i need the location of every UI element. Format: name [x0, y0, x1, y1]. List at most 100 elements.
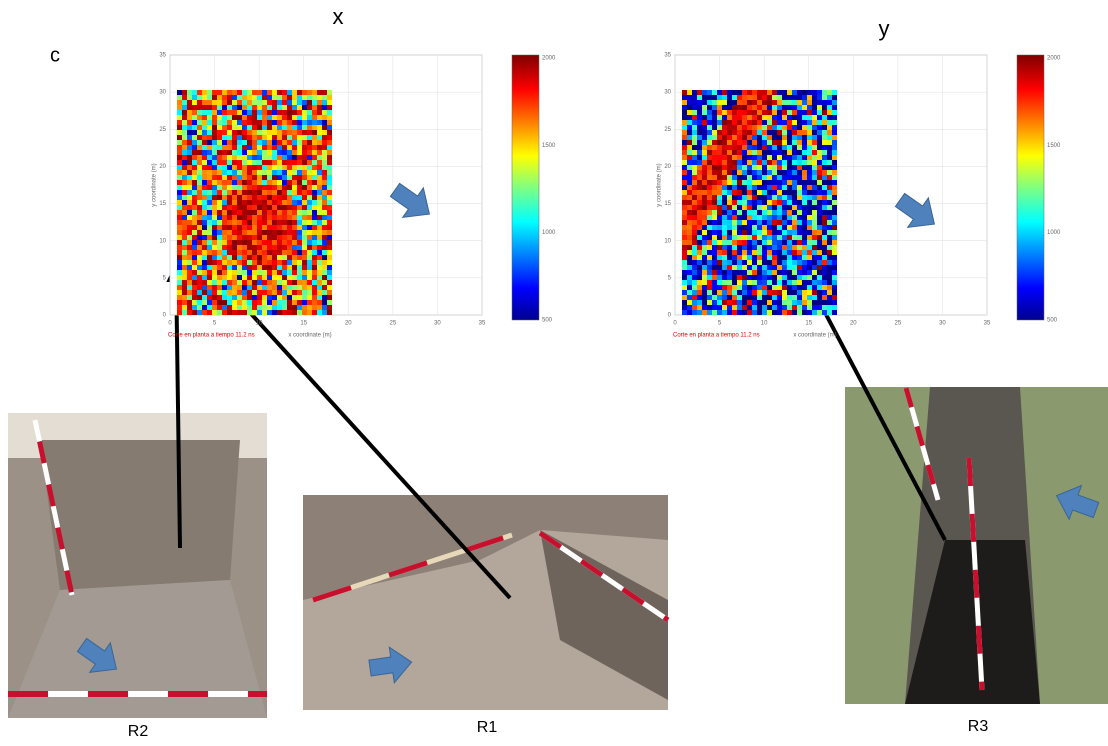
heatmap-cell	[787, 225, 792, 230]
heatmap-cell	[177, 175, 182, 180]
heatmap-cell	[252, 295, 257, 300]
heatmap-cell	[222, 135, 227, 140]
heatmap-cell	[212, 100, 217, 105]
heatmap-cell	[327, 140, 332, 145]
heatmap-cell	[727, 270, 732, 275]
heatmap-cell	[817, 90, 822, 95]
heatmap-cell	[797, 150, 802, 155]
heatmap-cell	[762, 275, 767, 280]
heatmap-cell	[242, 180, 247, 185]
heatmap-cell	[692, 205, 697, 210]
heatmap-cell	[217, 105, 222, 110]
heatmap-cell	[277, 205, 282, 210]
heatmap-cell	[207, 175, 212, 180]
heatmap-cell	[732, 140, 737, 145]
heatmap-cell	[817, 115, 822, 120]
heatmap-cell	[782, 185, 787, 190]
heatmap-cell	[732, 285, 737, 290]
heatmap-cell	[812, 120, 817, 125]
heatmap-cell	[192, 175, 197, 180]
heatmap-cell	[242, 280, 247, 285]
heatmap-cell	[697, 135, 702, 140]
heatmap-cell	[702, 235, 707, 240]
heatmap-cell	[247, 280, 252, 285]
heatmap-cell	[317, 190, 322, 195]
heatmap-cell	[182, 305, 187, 310]
heatmap-cell	[257, 130, 262, 135]
y-tick-label: 20	[664, 164, 671, 170]
heatmap-cell	[712, 95, 717, 100]
heatmap-cell	[717, 295, 722, 300]
heatmap-cell	[322, 310, 327, 315]
heatmap-cell	[782, 95, 787, 100]
heatmap-cell	[702, 225, 707, 230]
heatmap-cell	[792, 205, 797, 210]
heatmap-cell	[777, 220, 782, 225]
heatmap-cell	[737, 210, 742, 215]
heatmap-cell	[247, 140, 252, 145]
heatmap-cell	[187, 90, 192, 95]
heatmap-cell	[697, 270, 702, 275]
heatmap-cell	[757, 105, 762, 110]
heatmap-cell	[287, 305, 292, 310]
heatmap-cell	[207, 135, 212, 140]
heatmap-cell	[287, 270, 292, 275]
heatmap-cell	[682, 145, 687, 150]
heatmap-cell	[222, 140, 227, 145]
heatmap-cell	[292, 125, 297, 130]
heatmap-cell	[707, 90, 712, 95]
heatmap-cell	[752, 135, 757, 140]
heatmap-cell	[227, 140, 232, 145]
heatmap-cell	[232, 160, 237, 165]
heatmap-cell	[302, 140, 307, 145]
heatmap-cell	[217, 170, 222, 175]
heatmap-cell	[752, 140, 757, 145]
heatmap-cell	[207, 180, 212, 185]
heatmap-cell	[267, 205, 272, 210]
heatmap-cell	[787, 240, 792, 245]
y-tick-label: 5	[163, 275, 167, 281]
heatmap-cell	[777, 295, 782, 300]
panel-title: x	[333, 4, 344, 29]
heatmap-cell	[317, 115, 322, 120]
heatmap-cell	[692, 145, 697, 150]
heatmap-cell	[732, 270, 737, 275]
heatmap-cell	[827, 145, 832, 150]
heatmap-cell	[717, 300, 722, 305]
heatmap-cell	[252, 180, 257, 185]
heatmap-cell	[177, 140, 182, 145]
heatmap-cell	[737, 110, 742, 115]
heatmap-cell	[812, 110, 817, 115]
heatmap-cell	[267, 105, 272, 110]
heatmap-cell	[787, 130, 792, 135]
heatmap-cell	[202, 255, 207, 260]
heatmap-cell	[197, 195, 202, 200]
heatmap-cell	[812, 100, 817, 105]
heatmap-cell	[247, 220, 252, 225]
heatmap-cell	[297, 210, 302, 215]
heatmap-cell	[217, 285, 222, 290]
heatmap-cell	[192, 135, 197, 140]
heatmap-cell	[722, 215, 727, 220]
heatmap-cell	[737, 230, 742, 235]
heatmap-cell	[707, 240, 712, 245]
heatmap-cell	[777, 150, 782, 155]
heatmap-cell	[727, 185, 732, 190]
heatmap-cell	[187, 155, 192, 160]
heatmap-cell	[202, 135, 207, 140]
heatmap-cell	[257, 260, 262, 265]
heatmap-cell	[212, 230, 217, 235]
heatmap-cell	[272, 250, 277, 255]
heatmap-cell	[722, 180, 727, 185]
heatmap-cell	[737, 140, 742, 145]
heatmap-cell	[277, 105, 282, 110]
heatmap-cell	[327, 200, 332, 205]
heatmap-cell	[812, 190, 817, 195]
heatmap-cell	[827, 230, 832, 235]
heatmap-cell	[192, 120, 197, 125]
heatmap-cell	[252, 165, 257, 170]
heatmap-cell	[802, 210, 807, 215]
heatmap-cell	[712, 280, 717, 285]
heatmap-cell	[817, 305, 822, 310]
heatmap-cell	[262, 190, 267, 195]
